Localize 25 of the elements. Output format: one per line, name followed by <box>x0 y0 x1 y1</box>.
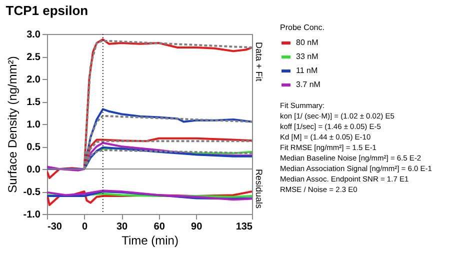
text: Residuals <box>254 169 264 210</box>
x-tick-label: 60 <box>154 222 166 232</box>
legend-label: 11 nM <box>296 66 318 75</box>
y-tick-label: 2.0 <box>26 74 41 86</box>
legend-label: 3.7 nM <box>296 80 321 89</box>
legend-label: 80 nM <box>296 38 319 47</box>
x-axis-title: Time (min) <box>122 234 178 248</box>
y-tick-label: 1.0 <box>26 120 41 130</box>
y-tick-label: 0.0 <box>26 164 41 176</box>
x-tick-label: 90 <box>191 222 203 232</box>
chart-title: TCP1 epsilon <box>6 3 88 18</box>
legend-title: Probe Conc. <box>280 23 324 32</box>
y-tick-label: -0.5 <box>23 187 41 198</box>
text: Data + Fit <box>254 42 264 82</box>
x-tick-label: 0 <box>82 222 88 232</box>
y-axis-title: Surface Density (ng/mm²) <box>5 56 20 193</box>
y-tick-label: 2.5 <box>26 52 41 63</box>
y-tick-label: -1.0 <box>23 210 41 220</box>
x-tick-label: -30 <box>48 222 62 232</box>
y-tick-label: 3.0 <box>26 30 41 40</box>
y-tick-label: 1.5 <box>26 97 41 108</box>
x-tick-label: 30 <box>116 222 128 232</box>
legend-label: 33 nM <box>296 52 319 61</box>
x-tick-label: 135 <box>236 222 253 232</box>
y-tick-label: 0.5 <box>26 142 41 153</box>
